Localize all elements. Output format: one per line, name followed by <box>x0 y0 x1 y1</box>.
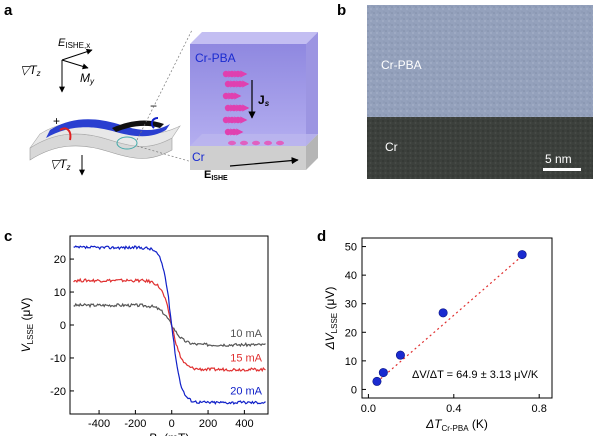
zoom-circle <box>116 136 138 150</box>
panel-letter-b: b <box>337 2 347 19</box>
interface-spin <box>240 140 248 146</box>
eishe-arrow <box>229 156 299 167</box>
chart-d: 0.0 0.4 0.8 0 10 20 30 40 50 ΔTCr-PBA (K) ΔVLSSE (… <box>323 237 553 433</box>
interface-spin <box>252 140 260 146</box>
inset-bottom-layer-label: Cr <box>192 150 205 164</box>
scale-bar <box>543 168 581 171</box>
tem-pba-region <box>367 5 593 117</box>
plot-frame <box>361 237 553 399</box>
data-point <box>517 250 527 260</box>
inset-top-layer-label: Cr-PBA <box>195 51 236 65</box>
series-label: 15 mA <box>230 353 262 365</box>
x-tick-label: -400 <box>88 418 110 430</box>
inset-pba-side <box>306 32 318 146</box>
x-tick-label: 0.8 <box>532 403 547 415</box>
inset-pba-top <box>190 32 318 44</box>
minus-contact <box>150 117 159 129</box>
series-label: 10 mA <box>230 328 262 340</box>
x-tick-label: -200 <box>124 418 146 430</box>
js-label: Js <box>258 93 270 108</box>
x-tick-label: 0 <box>169 418 175 430</box>
y-tick-label: 10 <box>345 356 357 368</box>
y-axis-label: VLSSE (μV) <box>19 298 35 353</box>
scale-bar-label: 5 nm <box>545 152 572 166</box>
y-tick-label: -10 <box>50 353 66 365</box>
y-tick-label: -20 <box>50 386 66 398</box>
zoom-line-bottom <box>136 145 193 163</box>
y-tick-label: 50 <box>345 242 357 254</box>
axis-m-arrow <box>61 59 89 70</box>
fit-line <box>376 253 525 383</box>
inset-interface <box>190 134 318 146</box>
minus-label: − <box>150 99 157 113</box>
x-tick-label: 0.0 <box>361 403 376 415</box>
series-line <box>73 302 266 348</box>
y-tick-label: 30 <box>345 299 357 311</box>
axis-e-label: EISHE,x <box>58 37 90 50</box>
x-axis-label: By (mT) <box>149 431 190 436</box>
inset-cr-layer <box>190 146 306 170</box>
x-tick-label: 200 <box>199 418 217 430</box>
axis-e-arrow <box>61 48 93 61</box>
series-label: 20 mA <box>230 385 262 397</box>
y-tick-label: 0 <box>351 384 357 396</box>
y-tick-label: 0 <box>60 320 66 332</box>
zoom-line-top <box>136 29 193 141</box>
axis-grad-label: ▽Tz <box>20 63 41 78</box>
x-tick-label: 0.4 <box>446 403 461 415</box>
y-axis-label: ΔVLSSE (μV) <box>323 287 339 351</box>
tem-bottom-label: Cr <box>385 140 398 154</box>
tem-pba-gradient <box>367 5 593 117</box>
x-tick-label: 400 <box>235 418 253 430</box>
interface-spin <box>228 140 236 146</box>
plus-contact <box>59 127 72 141</box>
series-line <box>73 245 266 405</box>
spin-arrows <box>222 70 284 146</box>
inset-pba-layer <box>190 44 306 146</box>
panel-letter-d: d <box>317 228 327 245</box>
chart-c: -400 -200 0 200 400 -20 -10 0 10 20 By (mT) VLSSE (… <box>19 235 269 436</box>
panel-a-schematic: EISHE,x ▽Tz My + − ▽Tz Cr-PBA Cr Js EISH… <box>20 29 318 182</box>
panel-letter-c: c <box>4 228 13 245</box>
data-point <box>395 350 405 360</box>
fit-annotation: ΔV/ΔT = 64.9 ± 3.13 μV/K <box>412 369 539 381</box>
y-tick-label: 10 <box>54 287 66 299</box>
plus-label: + <box>53 114 60 128</box>
series-line <box>73 277 266 373</box>
y-tick-label: 20 <box>345 327 357 339</box>
data-point <box>378 368 388 378</box>
data-point <box>372 376 382 386</box>
device-blue-film <box>46 119 170 138</box>
y-tick-label: 20 <box>54 254 66 266</box>
interface-spin <box>276 140 284 146</box>
data-point <box>438 308 448 318</box>
tem-top-label: Cr-PBA <box>381 58 422 72</box>
panel-letter-a: a <box>4 2 13 19</box>
panel-b-tem-image: Cr-PBA Cr 5 nm <box>367 5 593 179</box>
axis-m-label: My <box>80 71 95 86</box>
x-axis-label: ΔTCr-PBA (K) <box>425 417 488 433</box>
device-grad-label: ▽Tz <box>50 157 71 172</box>
interface-spin <box>264 140 272 146</box>
y-tick-label: 40 <box>345 270 357 282</box>
eishe-label: EISHE <box>204 169 228 182</box>
